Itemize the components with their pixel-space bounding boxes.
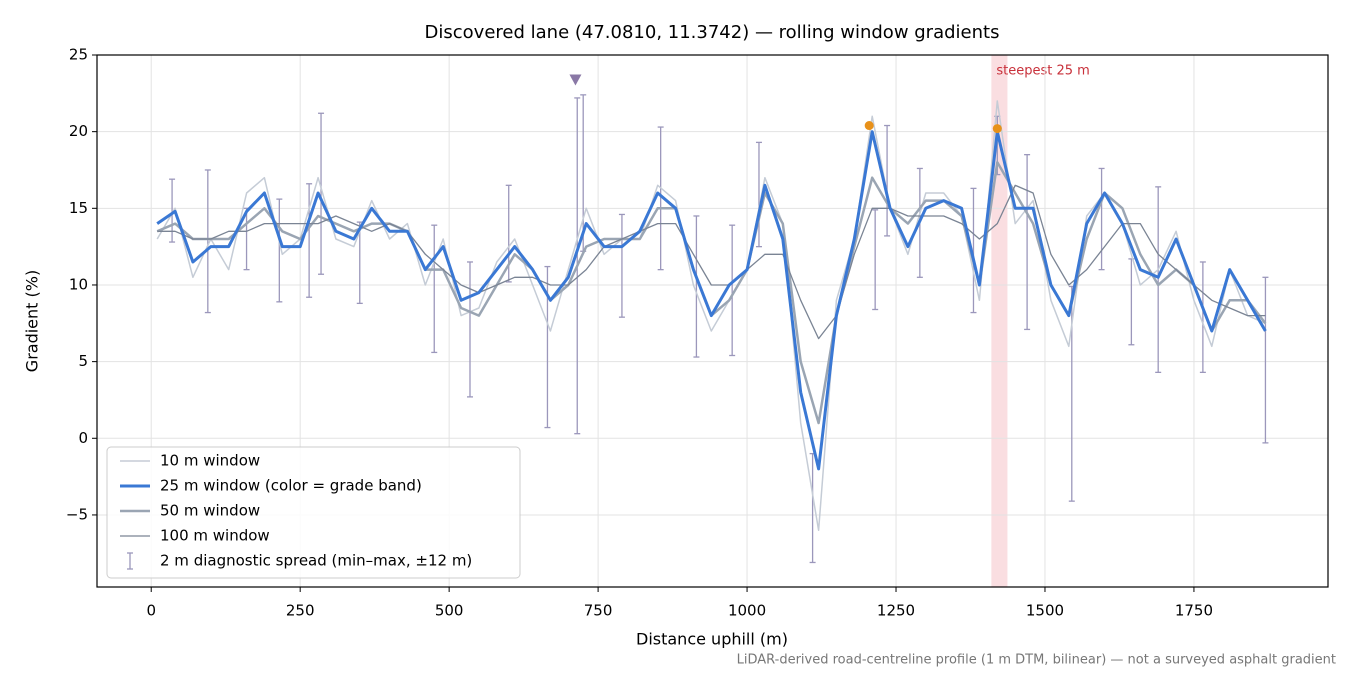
- y-tick-label: 20: [69, 122, 88, 140]
- marker-dot: [864, 121, 874, 131]
- chart-title: Discovered lane (47.0810, 11.3742) — rol…: [425, 22, 1000, 43]
- footer-note: LiDAR-derived road-centreline profile (1…: [737, 653, 1336, 668]
- legend-label: 10 m window: [160, 452, 260, 470]
- x-tick-label: 750: [584, 602, 613, 620]
- marker-triangle: [569, 74, 582, 86]
- legend-box: [106, 446, 521, 579]
- legend-label: 50 m window: [160, 502, 260, 520]
- y-tick-label: 15: [69, 199, 88, 217]
- y-tick-label: 25: [69, 46, 88, 64]
- x-axis-label: Distance uphill (m): [636, 630, 788, 649]
- legend: 10 m window 25 m window (color = grade ba…: [106, 446, 521, 579]
- x-tick-label: 1750: [1175, 602, 1213, 620]
- y-tick-label: 0: [78, 429, 88, 447]
- series-line: [156, 130, 1267, 471]
- legend-label: 25 m window (color = grade band): [160, 477, 422, 495]
- marker-dot: [992, 124, 1002, 134]
- series-line: [157, 184, 1266, 340]
- x-tick-label: 250: [286, 602, 315, 620]
- legend-label: 100 m window: [160, 527, 270, 545]
- legend-label: 2 m diagnostic spread (min–max, ±12 m): [160, 552, 472, 570]
- x-tick-label: 1250: [877, 602, 915, 620]
- y-tick-label: 10: [69, 275, 88, 293]
- x-tick-label: 1500: [1026, 602, 1064, 620]
- y-axis-label: Gradient (%): [23, 270, 42, 372]
- x-tick-label: 500: [435, 602, 464, 620]
- highlight-span: [991, 55, 1008, 587]
- highlight-label: steepest 25 m: [996, 64, 1089, 79]
- y-tick-label: −5: [66, 505, 88, 523]
- x-tick-label: 1000: [728, 602, 766, 620]
- x-tick-label: 0: [146, 602, 156, 620]
- plot-frame: [96, 54, 1329, 588]
- y-tick-label: 5: [78, 352, 88, 370]
